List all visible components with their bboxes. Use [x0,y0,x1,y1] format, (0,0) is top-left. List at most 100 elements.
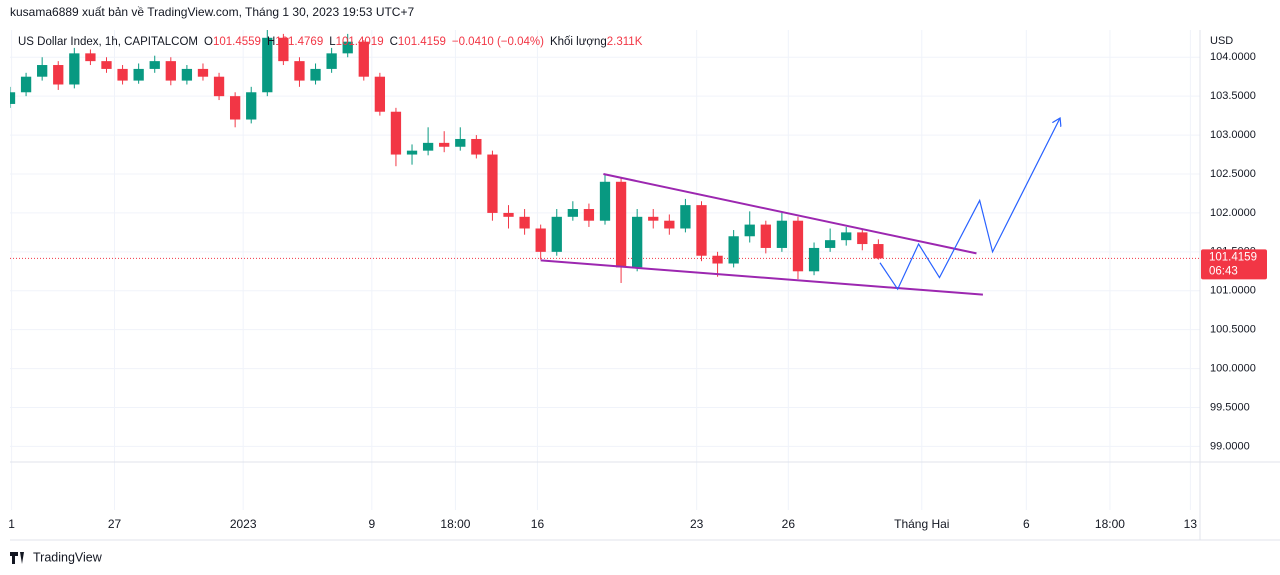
candle-body [390,111,402,155]
candle-body [808,247,820,272]
candle-body [165,61,176,81]
x-tick-label: 18:00 [1095,517,1125,531]
y-tick-label: 103.0000 [1210,129,1256,141]
trend-drawing [540,259,983,296]
candle-body [776,220,788,248]
candle-body [262,37,273,93]
volume-value: 2.311K [607,36,643,48]
candle-body [824,240,836,248]
candle-body [342,41,353,54]
candle-body [792,220,804,272]
x-tick-label: 16 [531,517,545,531]
candle-body [615,181,627,268]
ohlc-label: O [204,36,213,48]
candle-body [310,68,321,81]
candle-body [37,65,48,77]
candle-body [181,68,193,81]
candle-body [69,53,80,85]
x-tick-label: 23 [690,517,704,531]
y-tick-label: 101.0000 [1210,285,1256,297]
legend: US Dollar Index, 1h, CAPITALCOM O101.4559… [18,36,643,48]
legend-symbol: US Dollar Index, 1h, CAPITALCOM [18,36,198,48]
last-price-label: 101.4159 [1209,251,1257,263]
candle-body [197,68,209,77]
candle-body [149,61,160,69]
candle-body [503,212,514,217]
candle-body [85,53,96,62]
y-tick-label: 102.0000 [1210,207,1256,219]
candle-body [583,209,595,221]
currency: USD [1210,35,1233,47]
publisher: kusama6889 xuất bản về TradingView.com, … [10,5,414,19]
candle-body [101,61,112,69]
candle-body [278,37,289,62]
candle-body [728,236,739,264]
candle-body [519,216,530,229]
plot-area [10,30,1200,296]
candle-body [857,232,868,245]
ohlc-label: C [390,36,398,48]
ohlc-value: 101.4559 [213,36,261,48]
brand-name: TradingView [33,550,103,564]
x-tick-label: Tháng Hai [894,517,949,531]
candle-body [760,224,771,248]
y-tick-label: 102.5000 [1210,168,1256,180]
badge-bg [1201,249,1267,280]
trend-drawing [603,173,977,255]
x-tick-label: 6 [1023,517,1030,531]
candle-body [358,41,369,77]
candle-body [648,216,659,221]
x-tick-label: 26 [782,517,796,531]
grid [10,30,1200,510]
candle-body [632,216,643,268]
candle-body [567,209,578,217]
ohlc-label: H [267,36,275,48]
candle-body [213,76,225,97]
countdown: 06:43 [1209,265,1238,277]
candle-body [744,224,755,237]
candle-body [326,53,337,69]
candle-body [294,61,305,81]
candle-body [20,76,32,93]
candle-body [422,142,434,151]
candle-body [229,96,241,120]
y-tick-label: 100.5000 [1210,324,1256,336]
candle-body [712,255,723,264]
candle-body [535,228,546,252]
candle-body [680,205,691,229]
candle-body [551,216,562,252]
candle-body [374,76,386,112]
candle-body [841,232,852,241]
candle-body [599,181,611,221]
candle-body [133,68,144,81]
candle-body [439,142,450,147]
x-tick-label: 9 [368,517,375,531]
trend-drawing [879,118,1060,291]
x-tick-label: 27 [108,517,122,531]
volume-label: Khối lượng [550,36,607,48]
candle-body [246,92,257,120]
candle-body [487,154,498,213]
candle-body [696,205,707,256]
candle-body [664,220,675,229]
ohlc-value: 101.4769 [275,36,323,48]
candle-body [471,138,482,155]
candle-body [117,68,128,81]
x-tick-label: 18:00 [440,517,470,531]
y-tick-label: 99.5000 [1210,401,1250,413]
y-tick-label: 100.0000 [1210,363,1256,375]
legend-change: −0.0410 (−0.04%) [452,36,544,48]
x-tick-label: 1 [8,517,15,531]
candle-body [406,150,418,155]
brand: TradingView [10,550,103,564]
ohlc-label: L [329,36,336,48]
last-price-badge: 101.4159 06:43 [1201,249,1267,280]
candle-body [10,92,16,104]
candle-body [455,138,466,147]
ohlc-value: 101.4159 [398,36,446,48]
ohlc-value: 101.4019 [336,36,384,48]
y-tick-label: 99.0000 [1210,440,1250,452]
x-tick-label: 2023 [230,517,257,531]
